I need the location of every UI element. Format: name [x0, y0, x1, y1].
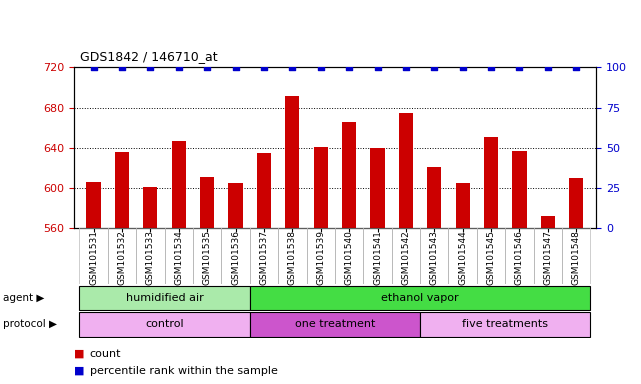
Text: ■: ■	[74, 349, 84, 359]
Bar	[427, 167, 442, 228]
Text: five treatments: five treatments	[462, 319, 548, 329]
Point	[202, 64, 212, 70]
Text: GSM101534: GSM101534	[174, 230, 183, 285]
Text: GSM101540: GSM101540	[345, 230, 354, 285]
FancyBboxPatch shape	[79, 313, 250, 336]
Text: GSM101538: GSM101538	[288, 230, 297, 285]
Text: GSM101547: GSM101547	[544, 230, 553, 285]
Bar	[257, 153, 271, 228]
Text: humidified air: humidified air	[126, 293, 203, 303]
FancyBboxPatch shape	[250, 286, 590, 310]
Point	[514, 64, 524, 70]
Point	[117, 64, 127, 70]
Point	[401, 64, 411, 70]
Point	[259, 64, 269, 70]
FancyBboxPatch shape	[250, 313, 420, 336]
Text: GSM101548: GSM101548	[572, 230, 581, 285]
Point	[315, 64, 326, 70]
Bar	[200, 177, 214, 228]
Bar	[115, 152, 129, 228]
Bar	[144, 187, 158, 228]
Bar	[370, 148, 385, 228]
Bar	[541, 216, 555, 228]
Point	[230, 64, 240, 70]
Point	[287, 64, 297, 70]
Point	[372, 64, 383, 70]
FancyBboxPatch shape	[79, 286, 250, 310]
Text: GSM101543: GSM101543	[430, 230, 439, 285]
Bar	[87, 182, 101, 228]
Text: one treatment: one treatment	[295, 319, 375, 329]
Bar	[172, 141, 186, 228]
Bar	[484, 137, 498, 228]
Text: GSM101532: GSM101532	[117, 230, 126, 285]
Bar	[342, 122, 356, 228]
Text: GSM101541: GSM101541	[373, 230, 382, 285]
Text: percentile rank within the sample: percentile rank within the sample	[90, 366, 278, 376]
Bar	[512, 151, 526, 228]
Text: ethanol vapor: ethanol vapor	[381, 293, 459, 303]
Bar	[456, 183, 470, 228]
Point	[429, 64, 440, 70]
Bar	[399, 113, 413, 228]
Text: ■: ■	[74, 366, 84, 376]
Text: count: count	[90, 349, 121, 359]
Text: GSM101536: GSM101536	[231, 230, 240, 285]
Bar	[313, 147, 328, 228]
Text: agent ▶: agent ▶	[3, 293, 45, 303]
Text: GSM101537: GSM101537	[260, 230, 269, 285]
Point	[543, 64, 553, 70]
Text: GDS1842 / 146710_at: GDS1842 / 146710_at	[80, 50, 218, 63]
Text: GSM101544: GSM101544	[458, 230, 467, 285]
Text: GSM101539: GSM101539	[316, 230, 325, 285]
Text: GSM101545: GSM101545	[487, 230, 495, 285]
Text: GSM101533: GSM101533	[146, 230, 155, 285]
Text: GSM101542: GSM101542	[401, 230, 410, 285]
Bar	[285, 96, 299, 228]
Point	[458, 64, 468, 70]
Point	[486, 64, 496, 70]
Text: control: control	[146, 319, 184, 329]
Bar	[569, 178, 583, 228]
Text: GSM101535: GSM101535	[203, 230, 212, 285]
Text: GSM101531: GSM101531	[89, 230, 98, 285]
Point	[174, 64, 184, 70]
FancyBboxPatch shape	[420, 313, 590, 336]
Point	[571, 64, 581, 70]
Text: protocol ▶: protocol ▶	[3, 319, 57, 329]
Text: GSM101546: GSM101546	[515, 230, 524, 285]
Point	[344, 64, 354, 70]
Bar	[228, 183, 243, 228]
Point	[146, 64, 156, 70]
Point	[88, 64, 99, 70]
